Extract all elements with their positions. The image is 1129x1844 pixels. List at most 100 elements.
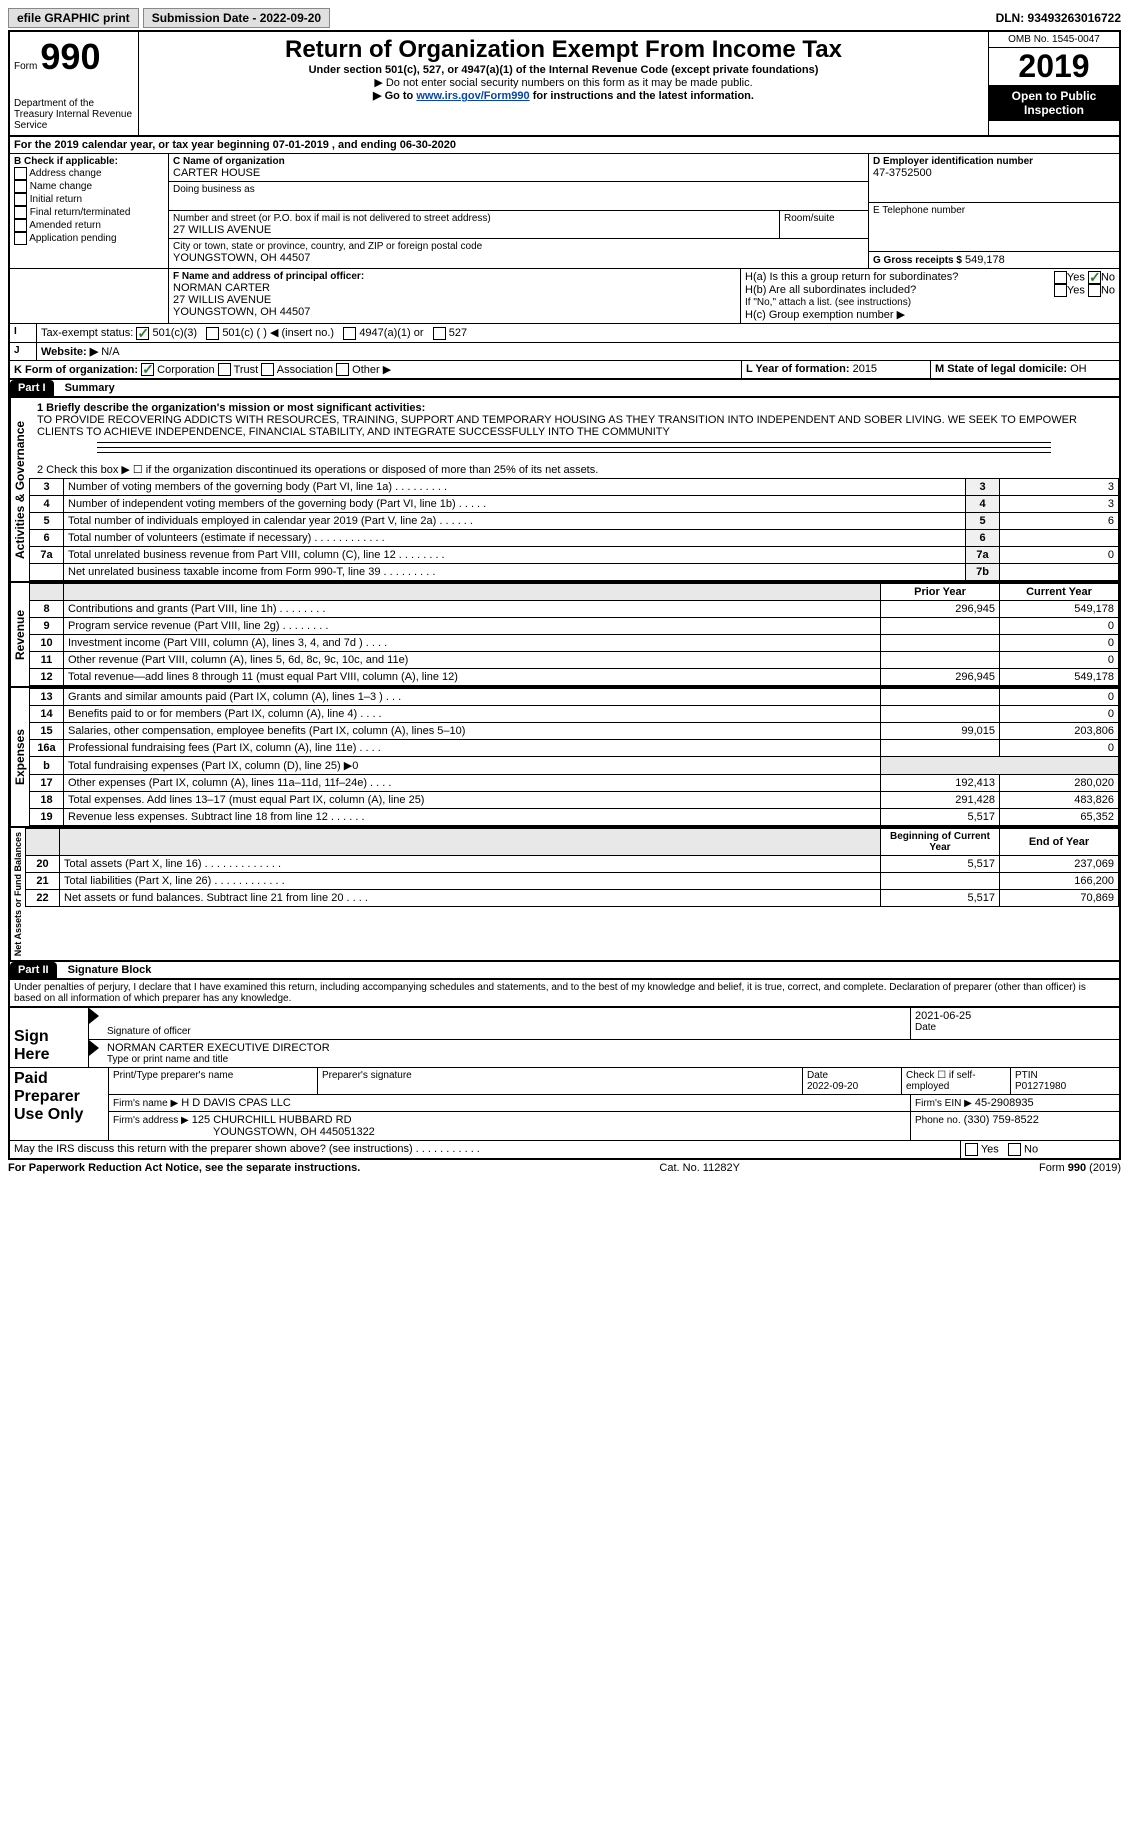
tax-year: 2019 (989, 48, 1119, 85)
website-row: J Website: ▶ N/A (8, 343, 1121, 361)
paid-preparer-row: Paid Preparer Use Only Print/Type prepar… (8, 1068, 1121, 1141)
hb-no-checkbox[interactable] (1088, 284, 1101, 297)
part1-header-row: Part I Summary (8, 380, 1121, 398)
vert-exp: Expenses (10, 688, 29, 826)
block-deg: D Employer identification number 47-3752… (869, 154, 1119, 268)
cat-number: Cat. No. 11282Y (659, 1162, 740, 1174)
prep-date: 2022-09-20 (807, 1081, 858, 1092)
vert-gov: Activities & Governance (10, 398, 29, 581)
dln-text: DLN: 93493263016722 (996, 11, 1121, 25)
table-row: 12Total revenue—add lines 8 through 11 (… (30, 669, 1119, 686)
form-ref: Form 990 (2019) (1039, 1162, 1121, 1174)
officer-name: NORMAN CARTER (173, 282, 736, 294)
goto-line: ▶ Go to www.irs.gov/Form990 for instruct… (143, 89, 984, 102)
main-title: Return of Organization Exempt From Incom… (143, 36, 984, 64)
4947-checkbox[interactable] (343, 327, 356, 340)
hb-yes-checkbox[interactable] (1054, 284, 1067, 297)
header-right: OMB No. 1545-0047 2019 Open to Public In… (988, 32, 1119, 135)
expenses-section: Expenses 13Grants and similar amounts pa… (8, 688, 1121, 828)
table-row: 5Total number of individuals employed in… (30, 513, 1119, 530)
discuss-row: May the IRS discuss this return with the… (8, 1141, 1121, 1160)
527-checkbox[interactable] (433, 327, 446, 340)
table-row: 6Total number of volunteers (estimate if… (30, 530, 1119, 547)
ptin: P01271980 (1015, 1081, 1066, 1092)
form-number: 990 (40, 36, 100, 77)
subtitle: Under section 501(c), 527, or 4947(a)(1)… (143, 64, 984, 76)
firm-address: 125 CHURCHILL HUBBARD RD (192, 1114, 352, 1126)
paid-preparer-label: Paid Preparer Use Only (10, 1068, 109, 1140)
header-middle: Return of Organization Exempt From Incom… (139, 32, 988, 135)
org-name: CARTER HOUSE (173, 167, 864, 179)
table-row: 22Net assets or fund balances. Subtract … (26, 890, 1119, 907)
table-row: bTotal fundraising expenses (Part IX, co… (30, 757, 1119, 775)
discuss-no-checkbox[interactable] (1008, 1143, 1021, 1156)
net-assets-table: Beginning of Current YearEnd of Year 20T… (25, 828, 1119, 907)
table-row: 20Total assets (Part X, line 16) . . . .… (26, 856, 1119, 873)
period-row: For the 2019 calendar year, or tax year … (8, 137, 1121, 154)
name-change-checkbox[interactable] (14, 180, 27, 193)
state-domicile: OH (1070, 363, 1087, 375)
table-row: 9Program service revenue (Part VIII, lin… (30, 618, 1119, 635)
irs-link[interactable]: www.irs.gov/Form990 (416, 90, 529, 102)
form-header: Form 990 Department of the Treasury Inte… (8, 30, 1121, 137)
dept-text: Department of the Treasury Internal Reve… (14, 98, 134, 131)
ha-yes-checkbox[interactable] (1054, 271, 1067, 284)
501c-checkbox[interactable] (206, 327, 219, 340)
discuss-yes-checkbox[interactable] (965, 1143, 978, 1156)
officer-group-row: F Name and address of principal officer:… (8, 269, 1121, 324)
part2-title: Signature Block (68, 964, 152, 976)
table-row: 15Salaries, other compensation, employee… (30, 723, 1119, 740)
table-row: 18Total expenses. Add lines 13–17 (must … (30, 792, 1119, 809)
arrow-icon (89, 1040, 99, 1056)
firm-ein: 45-2908935 (975, 1097, 1034, 1109)
part1-title: Summary (65, 382, 115, 394)
paperwork-notice: For Paperwork Reduction Act Notice, see … (8, 1162, 360, 1174)
vert-net: Net Assets or Fund Balances (10, 828, 25, 960)
amended-checkbox[interactable] (14, 219, 27, 232)
addr-change-checkbox[interactable] (14, 167, 27, 180)
open-inspection: Open to Public Inspection (989, 85, 1119, 121)
submission-date-button[interactable]: Submission Date - 2022-09-20 (143, 8, 330, 28)
table-row: Net unrelated business taxable income fr… (30, 564, 1119, 581)
app-pending-checkbox[interactable] (14, 232, 27, 245)
trust-checkbox[interactable] (218, 363, 231, 376)
table-row: 11Other revenue (Part VIII, column (A), … (30, 652, 1119, 669)
table-row: 14Benefits paid to or for members (Part … (30, 706, 1119, 723)
ha-no-checkbox[interactable] (1088, 271, 1101, 284)
501c3-checkbox[interactable] (136, 327, 149, 340)
other-checkbox[interactable] (336, 363, 349, 376)
sign-here-label: Sign Here (10, 1008, 89, 1067)
block-h: H(a) Is this a group return for subordin… (741, 269, 1119, 323)
table-row: 8Contributions and grants (Part VIII, li… (30, 601, 1119, 618)
efile-button[interactable]: efile GRAPHIC print (8, 8, 139, 28)
activities-governance-section: Activities & Governance 1 Briefly descri… (8, 398, 1121, 583)
street-address: 27 WILLIS AVENUE (173, 224, 775, 236)
corp-checkbox[interactable] (141, 363, 154, 376)
form-org-row: K Form of organization: Corporation Trus… (8, 361, 1121, 381)
omb-number: OMB No. 1545-0047 (989, 32, 1119, 48)
revenue-table: Prior YearCurrent Year 8Contributions an… (29, 583, 1119, 686)
block-c: C Name of organization CARTER HOUSE Doin… (169, 154, 869, 268)
table-row: 4Number of independent voting members of… (30, 496, 1119, 513)
ein: 47-3752500 (873, 167, 1115, 179)
line1-label: 1 Briefly describe the organization's mi… (37, 402, 1111, 414)
top-bar: efile GRAPHIC print Submission Date - 20… (8, 8, 1121, 28)
gross-receipts: 549,178 (965, 254, 1005, 266)
ssn-warning: ▶ Do not enter social security numbers o… (143, 76, 984, 89)
header-left: Form 990 Department of the Treasury Inte… (10, 32, 139, 135)
footer: For Paperwork Reduction Act Notice, see … (8, 1160, 1121, 1176)
city-state-zip: YOUNGSTOWN, OH 44507 (173, 252, 864, 264)
firm-name: H D DAVIS CPAS LLC (181, 1097, 291, 1109)
part2-badge: Part II (10, 962, 57, 978)
table-row: 13Grants and similar amounts paid (Part … (30, 689, 1119, 706)
assoc-checkbox[interactable] (261, 363, 274, 376)
sign-here-row: Sign Here Signature of officer 2021-06-2… (8, 1008, 1121, 1068)
block-f: F Name and address of principal officer:… (169, 269, 741, 323)
final-checkbox[interactable] (14, 206, 27, 219)
mission-text: TO PROVIDE RECOVERING ADDICTS WITH RESOU… (37, 414, 1111, 438)
net-assets-section: Net Assets or Fund Balances Beginning of… (8, 828, 1121, 962)
table-row: 17Other expenses (Part IX, column (A), l… (30, 775, 1119, 792)
expenses-table: 13Grants and similar amounts paid (Part … (29, 688, 1119, 826)
initial-checkbox[interactable] (14, 193, 27, 206)
block-b: B Check if applicable: Address change Na… (10, 154, 169, 268)
